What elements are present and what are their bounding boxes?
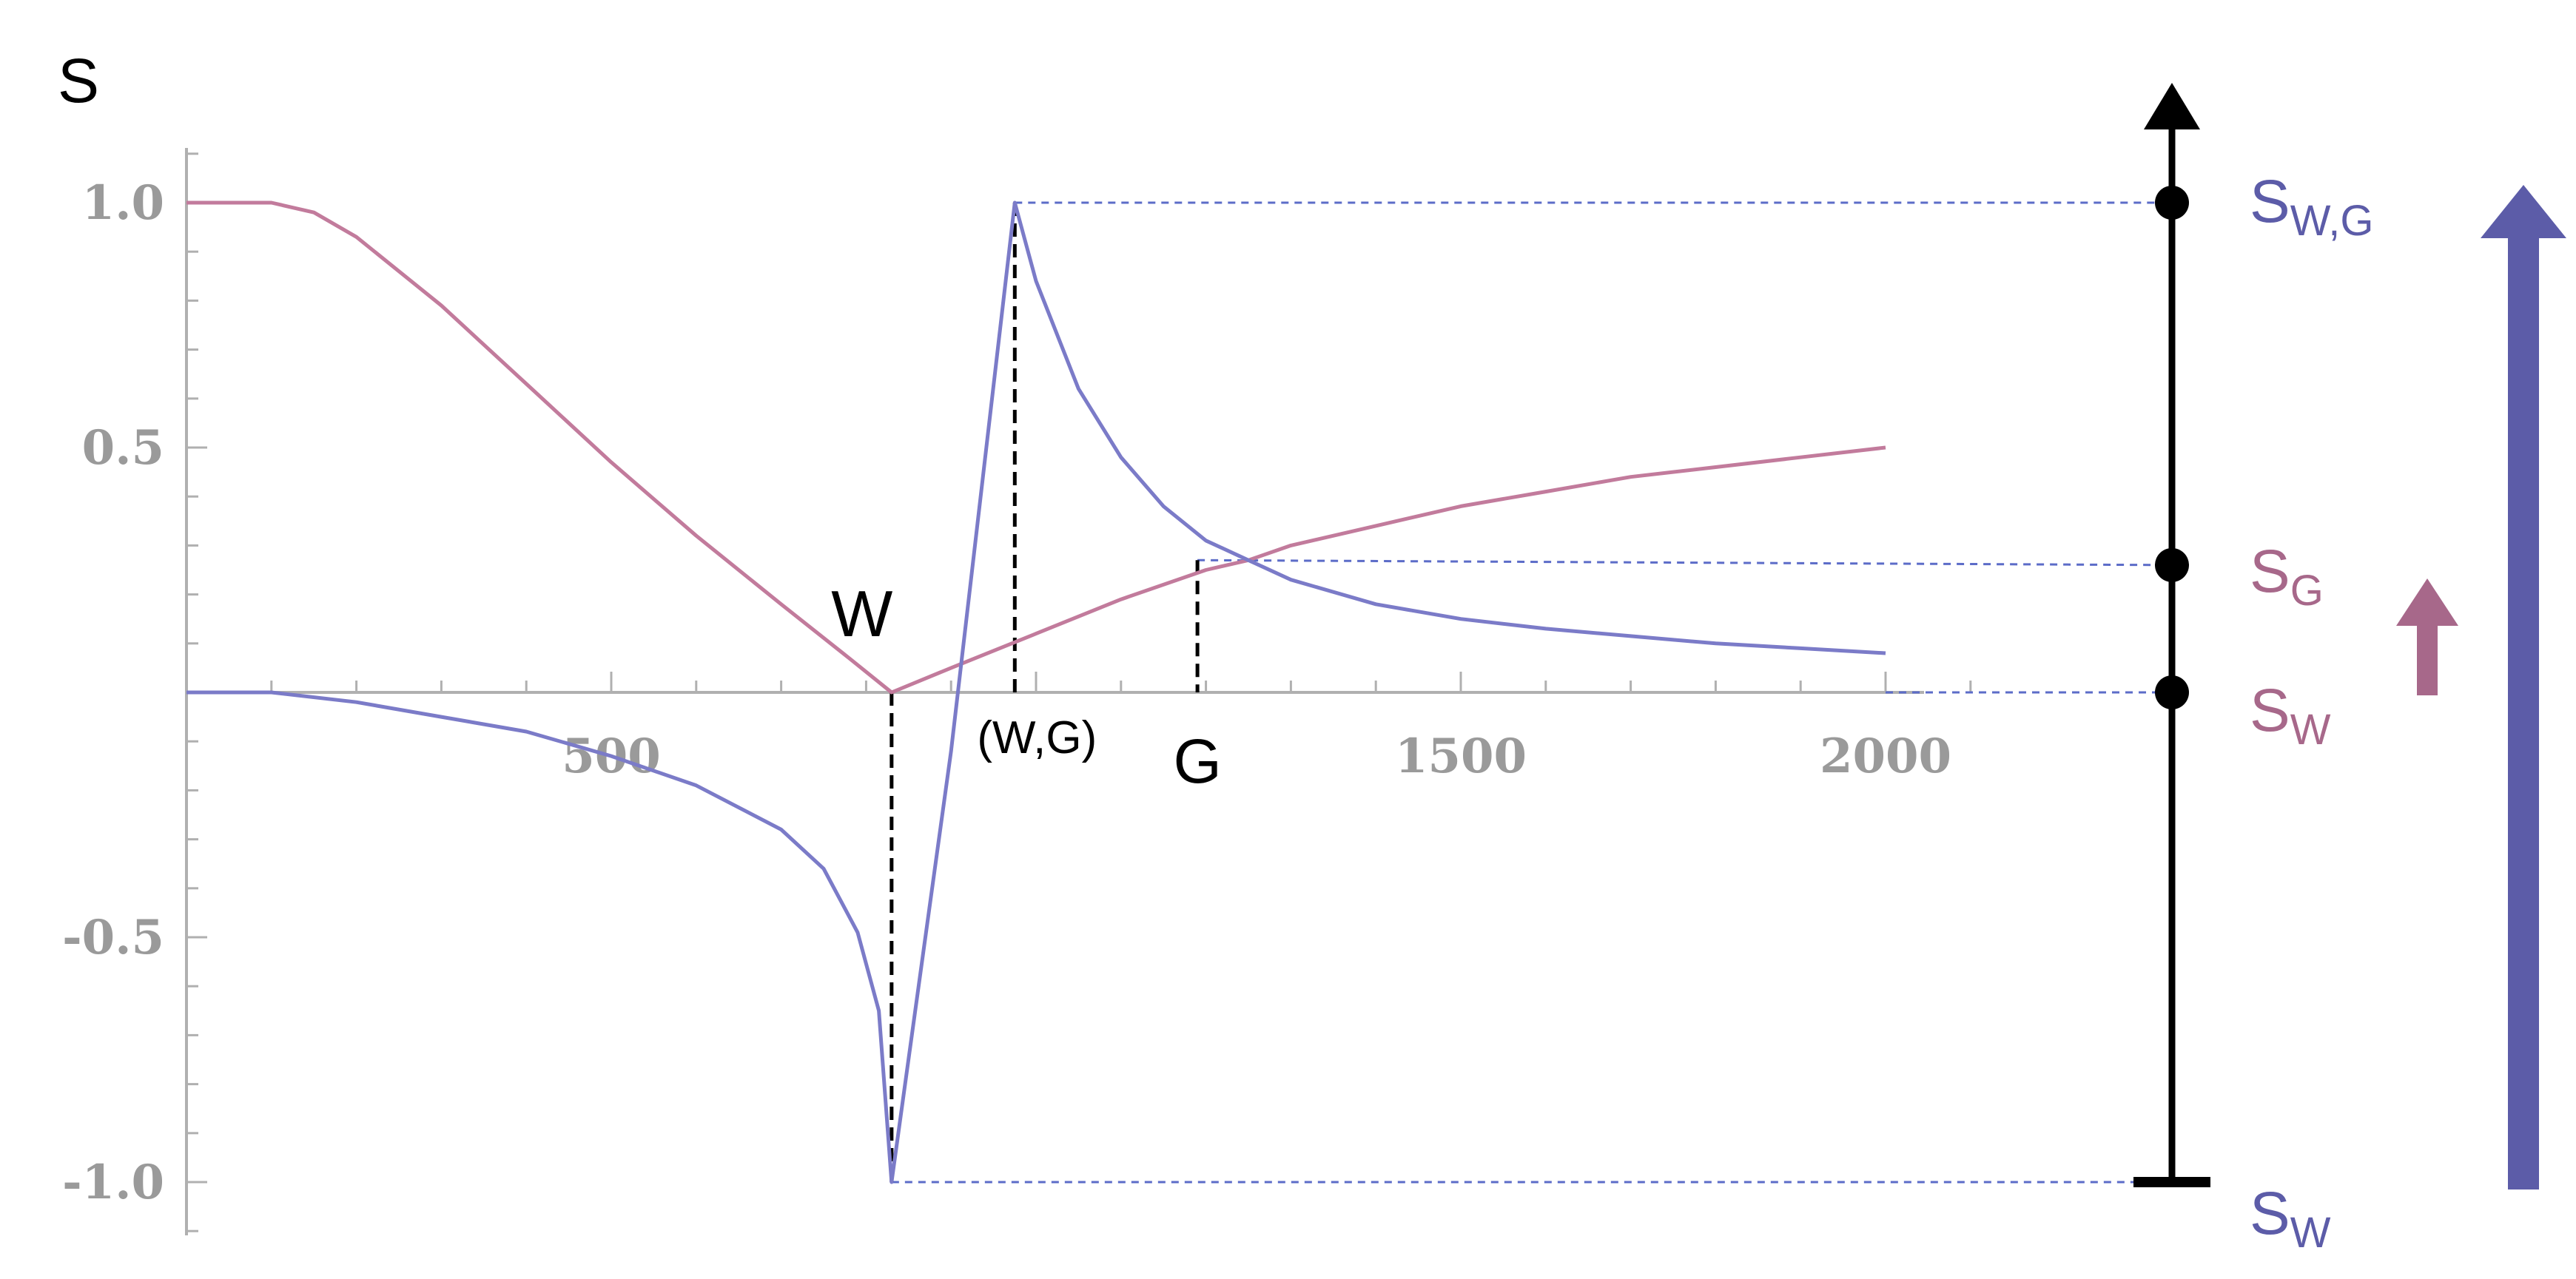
scale-level-label: SW [2250, 1180, 2331, 1257]
y-tick-label: 0.5 [82, 420, 164, 476]
scale-dot [2155, 186, 2189, 220]
scale-level-label: SG [2250, 538, 2324, 615]
guide-lines [890, 201, 2173, 1184]
scale-arrow-small-shaft [2417, 626, 2438, 695]
scale-arrowhead [2144, 83, 2200, 129]
y-tick-label: 1.0 [82, 175, 164, 231]
annotation-label: G [1173, 726, 1221, 796]
y-tick-label: -1.0 [62, 1155, 164, 1210]
x-tick-label: 2000 [1820, 729, 1951, 784]
scale-arrow-small-head [2396, 578, 2458, 626]
scale-dot [2155, 547, 2189, 582]
value-scale: SW,G SG SW SW [2133, 83, 2566, 1257]
scale-dot [2155, 675, 2189, 709]
scale-level-label: SW,G [2250, 168, 2373, 245]
x-tick-label: 1500 [1395, 729, 1527, 784]
annotation-label: (W,G) [977, 712, 1097, 763]
annotations: W (W,G) G [831, 577, 1221, 796]
y-tick-label: -0.5 [62, 910, 164, 965]
y-axis-label: S [58, 46, 99, 115]
series-line-2 [186, 200, 1886, 1184]
scale-arrow-large-shaft [2508, 238, 2539, 1189]
series-group [186, 200, 1886, 1184]
series-line-1 [186, 200, 1886, 695]
annotation-label: W [831, 577, 892, 650]
guide-dashed-blue [1197, 558, 2173, 567]
scale-level-label: SW [2250, 677, 2331, 754]
scale-arrow-large-head [2481, 185, 2566, 238]
